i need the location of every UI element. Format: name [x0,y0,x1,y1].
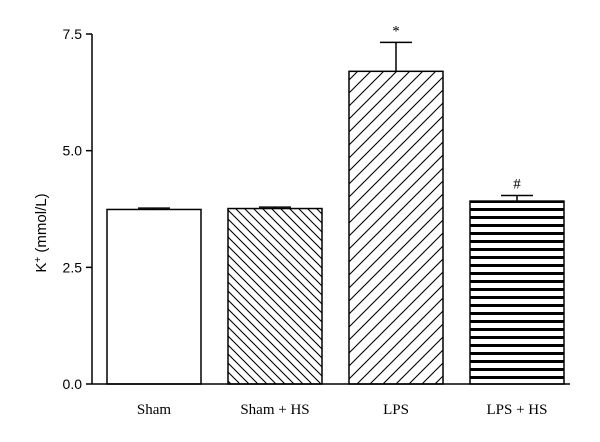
y-axis-title-sup: + [33,257,44,263]
y-axis-title-unit: (mmol/L) [33,193,50,256]
bar-lps [348,70,444,385]
x-tick-label: LPS [383,402,409,418]
y-axis-title-base: K [33,263,50,273]
significance-marker: # [513,176,521,192]
x-tick-labels-layer: Sham Sham + HS LPS LPS + HS [137,402,548,418]
bar-sham [106,208,202,385]
x-tick-label: Sham + HS [240,402,309,418]
y-ticks-layer: 0.0 2.5 5.0 7.5 [63,26,92,392]
x-tick-label: LPS + HS [487,402,548,418]
x-tick-label: Sham [137,402,172,418]
bar-lps-hs [469,200,565,385]
y-tick-label: 5.0 [63,143,83,159]
y-tick-label: 0.0 [63,376,83,392]
annotations-layer: *# [392,23,521,192]
significance-marker: * [392,23,400,39]
y-tick-label: 7.5 [63,26,83,42]
y-tick-label: 2.5 [63,259,83,275]
y-axis-title: K+ (mmol/L) [33,193,51,272]
bars-layer [106,70,565,385]
error-bars-layer [138,41,533,210]
bar-sham-hs [227,207,323,385]
